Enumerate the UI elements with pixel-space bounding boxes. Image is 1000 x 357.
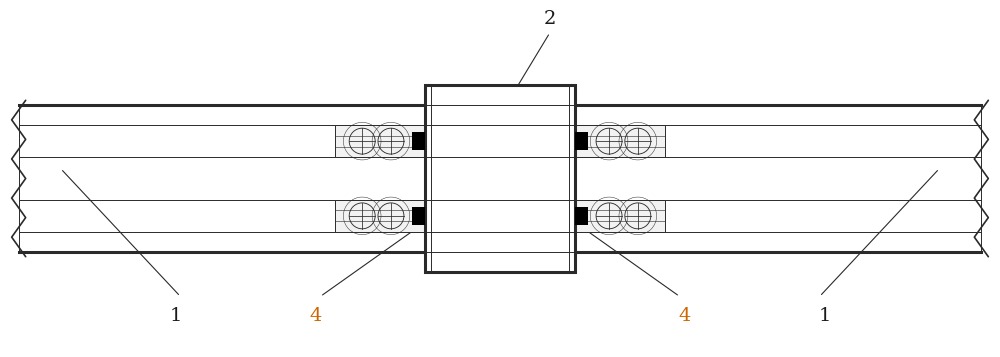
Bar <box>425 85 575 272</box>
Bar <box>575 125 665 157</box>
Bar <box>575 200 665 232</box>
Bar <box>335 200 425 232</box>
Text: 1: 1 <box>818 307 831 325</box>
Text: 2: 2 <box>544 10 556 27</box>
Text: 4: 4 <box>309 307 321 325</box>
Bar <box>575 132 588 150</box>
Bar <box>335 125 425 157</box>
Bar <box>412 132 425 150</box>
Bar <box>412 207 425 225</box>
Text: 4: 4 <box>679 307 691 325</box>
Bar <box>575 207 588 225</box>
Text: 1: 1 <box>169 307 182 325</box>
